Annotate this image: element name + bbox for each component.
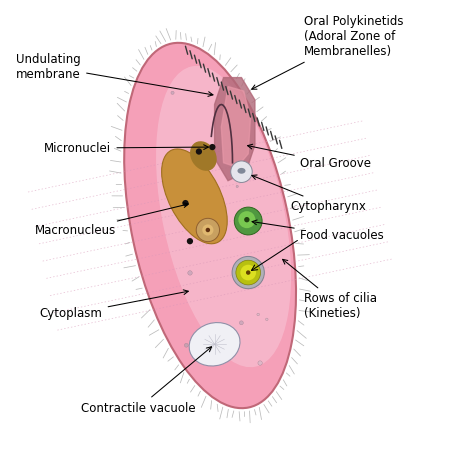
Text: Contractile vacuole: Contractile vacuole [81,347,211,414]
Ellipse shape [224,327,227,329]
Ellipse shape [231,161,252,183]
Ellipse shape [258,361,262,365]
Ellipse shape [124,43,296,408]
Ellipse shape [183,193,187,197]
Text: Undulating
membrane: Undulating membrane [17,53,213,97]
Ellipse shape [209,144,216,150]
Ellipse shape [186,175,190,178]
Ellipse shape [188,271,192,275]
Ellipse shape [206,228,210,232]
Ellipse shape [239,321,243,325]
Ellipse shape [171,91,174,94]
Ellipse shape [187,238,193,244]
Ellipse shape [265,318,268,321]
Ellipse shape [190,141,217,171]
Ellipse shape [246,270,250,275]
Ellipse shape [236,185,238,188]
Ellipse shape [168,155,171,158]
Text: Rows of cilia
(Kineties): Rows of cilia (Kineties) [283,259,377,320]
Text: Food vacuoles: Food vacuoles [252,220,383,242]
Ellipse shape [232,257,264,289]
Ellipse shape [184,343,188,347]
Ellipse shape [198,353,201,357]
Ellipse shape [202,225,213,235]
Ellipse shape [236,260,261,285]
Ellipse shape [244,217,249,222]
Ellipse shape [238,211,255,228]
Text: Micronuclei: Micronuclei [44,142,209,155]
Ellipse shape [234,207,262,235]
Text: Cytoplasm: Cytoplasm [40,290,188,320]
Ellipse shape [196,218,219,242]
Ellipse shape [189,322,240,366]
Ellipse shape [257,313,259,316]
Ellipse shape [199,193,203,197]
Ellipse shape [237,168,246,174]
Ellipse shape [182,200,189,206]
Ellipse shape [162,149,227,244]
Ellipse shape [196,148,202,155]
Polygon shape [221,87,250,167]
Text: Oral Groove: Oral Groove [247,144,371,170]
Text: Macronucleus: Macronucleus [35,203,188,238]
Text: Cytopharynx: Cytopharynx [252,175,367,213]
Ellipse shape [202,204,205,207]
Text: Oral Polykinetids
(Adoral Zone of
Membranelles): Oral Polykinetids (Adoral Zone of Membra… [252,15,404,89]
Ellipse shape [156,66,291,367]
Polygon shape [215,78,255,181]
Ellipse shape [240,265,256,281]
